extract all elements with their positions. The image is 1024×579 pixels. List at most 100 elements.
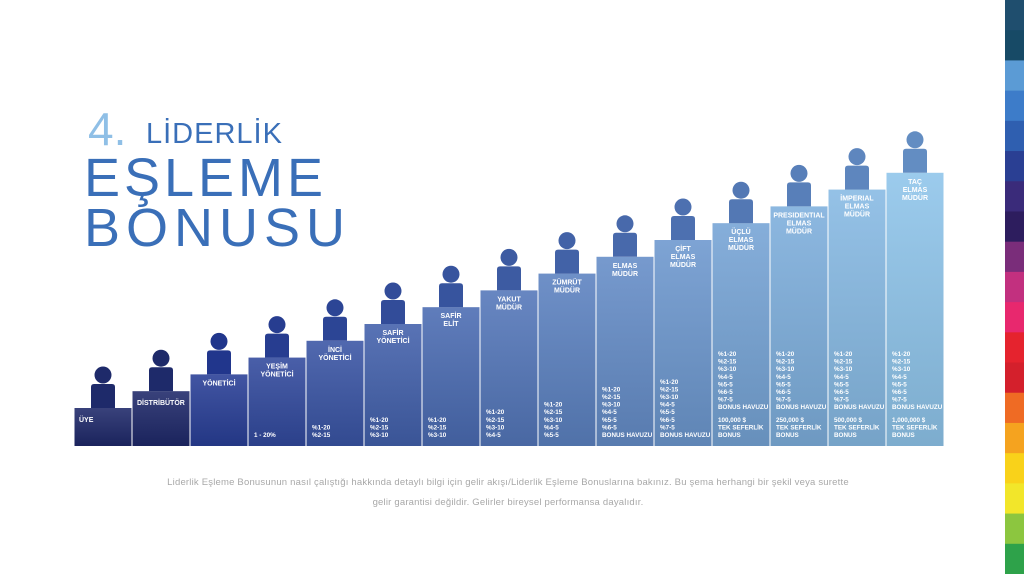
strip-band [1005, 30, 1024, 61]
level-detail: %5-5 [834, 381, 849, 388]
level-name: MÜDÜR [902, 193, 928, 202]
footer-line1: Liderlik Eşleme Bonusunun nasıl çalıştığ… [167, 477, 849, 488]
person-head [674, 198, 692, 216]
person-head [500, 248, 518, 266]
level-name: SAFİR [383, 329, 404, 337]
level-detail: %6-5 [834, 389, 849, 396]
level-detail: %3-10 [602, 402, 621, 409]
level-name: YÖNETİCİ [260, 370, 293, 379]
level-detail: %2-15 [428, 424, 447, 431]
level-detail: %4-5 [544, 424, 559, 431]
person-head [616, 215, 634, 233]
person-body [149, 367, 173, 392]
level-detail: %1-20 [602, 386, 621, 393]
title-number: 4. [88, 103, 126, 155]
level-name: DİSTRİBÜTÖR [137, 398, 185, 407]
level-detail: %3-10 [776, 366, 795, 373]
level-detail: %7-5 [718, 397, 733, 404]
person-body [671, 216, 695, 240]
level-name: YAKUT [497, 296, 521, 303]
strip-band [1005, 60, 1024, 92]
level-detail: %7-5 [660, 424, 675, 431]
level-shade [770, 206, 828, 446]
level-name: ÜYE [79, 415, 94, 424]
strip-band [1005, 0, 1024, 31]
level-shade [306, 340, 364, 446]
strip-band [1005, 362, 1024, 394]
person-head [94, 366, 112, 384]
person-head [732, 181, 750, 199]
level-shade [828, 189, 886, 446]
level-name: İMPERIAL [840, 195, 874, 203]
level-detail: %1-20 [660, 379, 679, 386]
level-detail: %4-5 [602, 409, 617, 416]
level-name: TAÇ [908, 179, 922, 186]
level-detail: %5-5 [776, 381, 791, 388]
strip-band [1005, 422, 1024, 454]
level-detail: %3-10 [428, 432, 447, 439]
level-detail: 250,000 $ [776, 417, 805, 424]
strip-band [1005, 302, 1024, 333]
color-strip [1005, 0, 1024, 575]
level-detail: BONUS [776, 432, 799, 439]
level-detail: TEK SEFERLİK [892, 423, 938, 431]
level-detail: 500,000 $ [834, 417, 863, 424]
level-detail: 100,000 $ [718, 417, 747, 424]
person-body [903, 148, 927, 173]
person-body [91, 384, 115, 408]
level-detail: %3-10 [370, 432, 389, 439]
level-detail: %2-15 [370, 424, 389, 431]
level-detail: 1 - 20% [254, 432, 276, 439]
level-name: ELMAS [787, 220, 812, 227]
level-detail: %2-15 [718, 359, 737, 366]
level-detail: %1-20 [312, 424, 331, 431]
level-shade [422, 307, 480, 446]
level-name: MÜDÜR [612, 269, 638, 278]
level-name: MÜDÜR [844, 210, 870, 219]
level-detail: BONUS HAVUZU [834, 404, 885, 411]
level-shade [654, 240, 712, 446]
level-name: MÜDÜR [786, 226, 812, 235]
strip-band [1005, 453, 1024, 484]
level-detail: %1-20 [834, 351, 853, 358]
level-detail: %6-5 [892, 389, 907, 396]
level-name: ELMAS [671, 254, 696, 261]
strip-band [1005, 392, 1024, 424]
level-detail: %4-5 [660, 402, 675, 409]
level-shade [712, 223, 770, 446]
level-detail: %2-15 [602, 394, 621, 401]
level-shade [886, 172, 944, 447]
level-detail: %4-5 [486, 432, 501, 439]
level-detail: %2-15 [660, 386, 679, 393]
person-body [207, 350, 231, 375]
level-name: SAFİR [441, 312, 462, 320]
person-head [790, 164, 808, 182]
level-name: ZÜMRÜT [552, 278, 582, 287]
person-body [613, 232, 637, 257]
strip-band [1005, 90, 1024, 122]
level-detail: %3-10 [660, 394, 679, 401]
person-body [381, 300, 405, 324]
title-line1: LİDERLİK [146, 117, 283, 150]
level-name: İNCİ [328, 346, 342, 354]
strip-band [1005, 332, 1024, 364]
level-shade [480, 290, 538, 446]
strip-band [1005, 151, 1024, 182]
level-detail: TEK SEFERLİK [718, 423, 764, 431]
level-detail: %1-20 [428, 417, 447, 424]
person-head [558, 232, 576, 250]
level-detail: BONUS HAVUZU [718, 404, 769, 411]
level-detail: %4-5 [776, 374, 791, 381]
level-detail: %2-15 [312, 432, 331, 439]
level-detail: %2-15 [486, 417, 505, 424]
person-body [265, 333, 289, 358]
level-detail: TEK SEFERLİK [776, 423, 822, 431]
strip-band [1005, 241, 1024, 273]
level-name: ELMAS [903, 187, 928, 194]
level-name: ÜÇLÜ [731, 227, 750, 236]
level-detail: %2-15 [544, 409, 563, 416]
level-detail: %1-20 [544, 402, 563, 409]
level-name: MÜDÜR [728, 243, 754, 252]
